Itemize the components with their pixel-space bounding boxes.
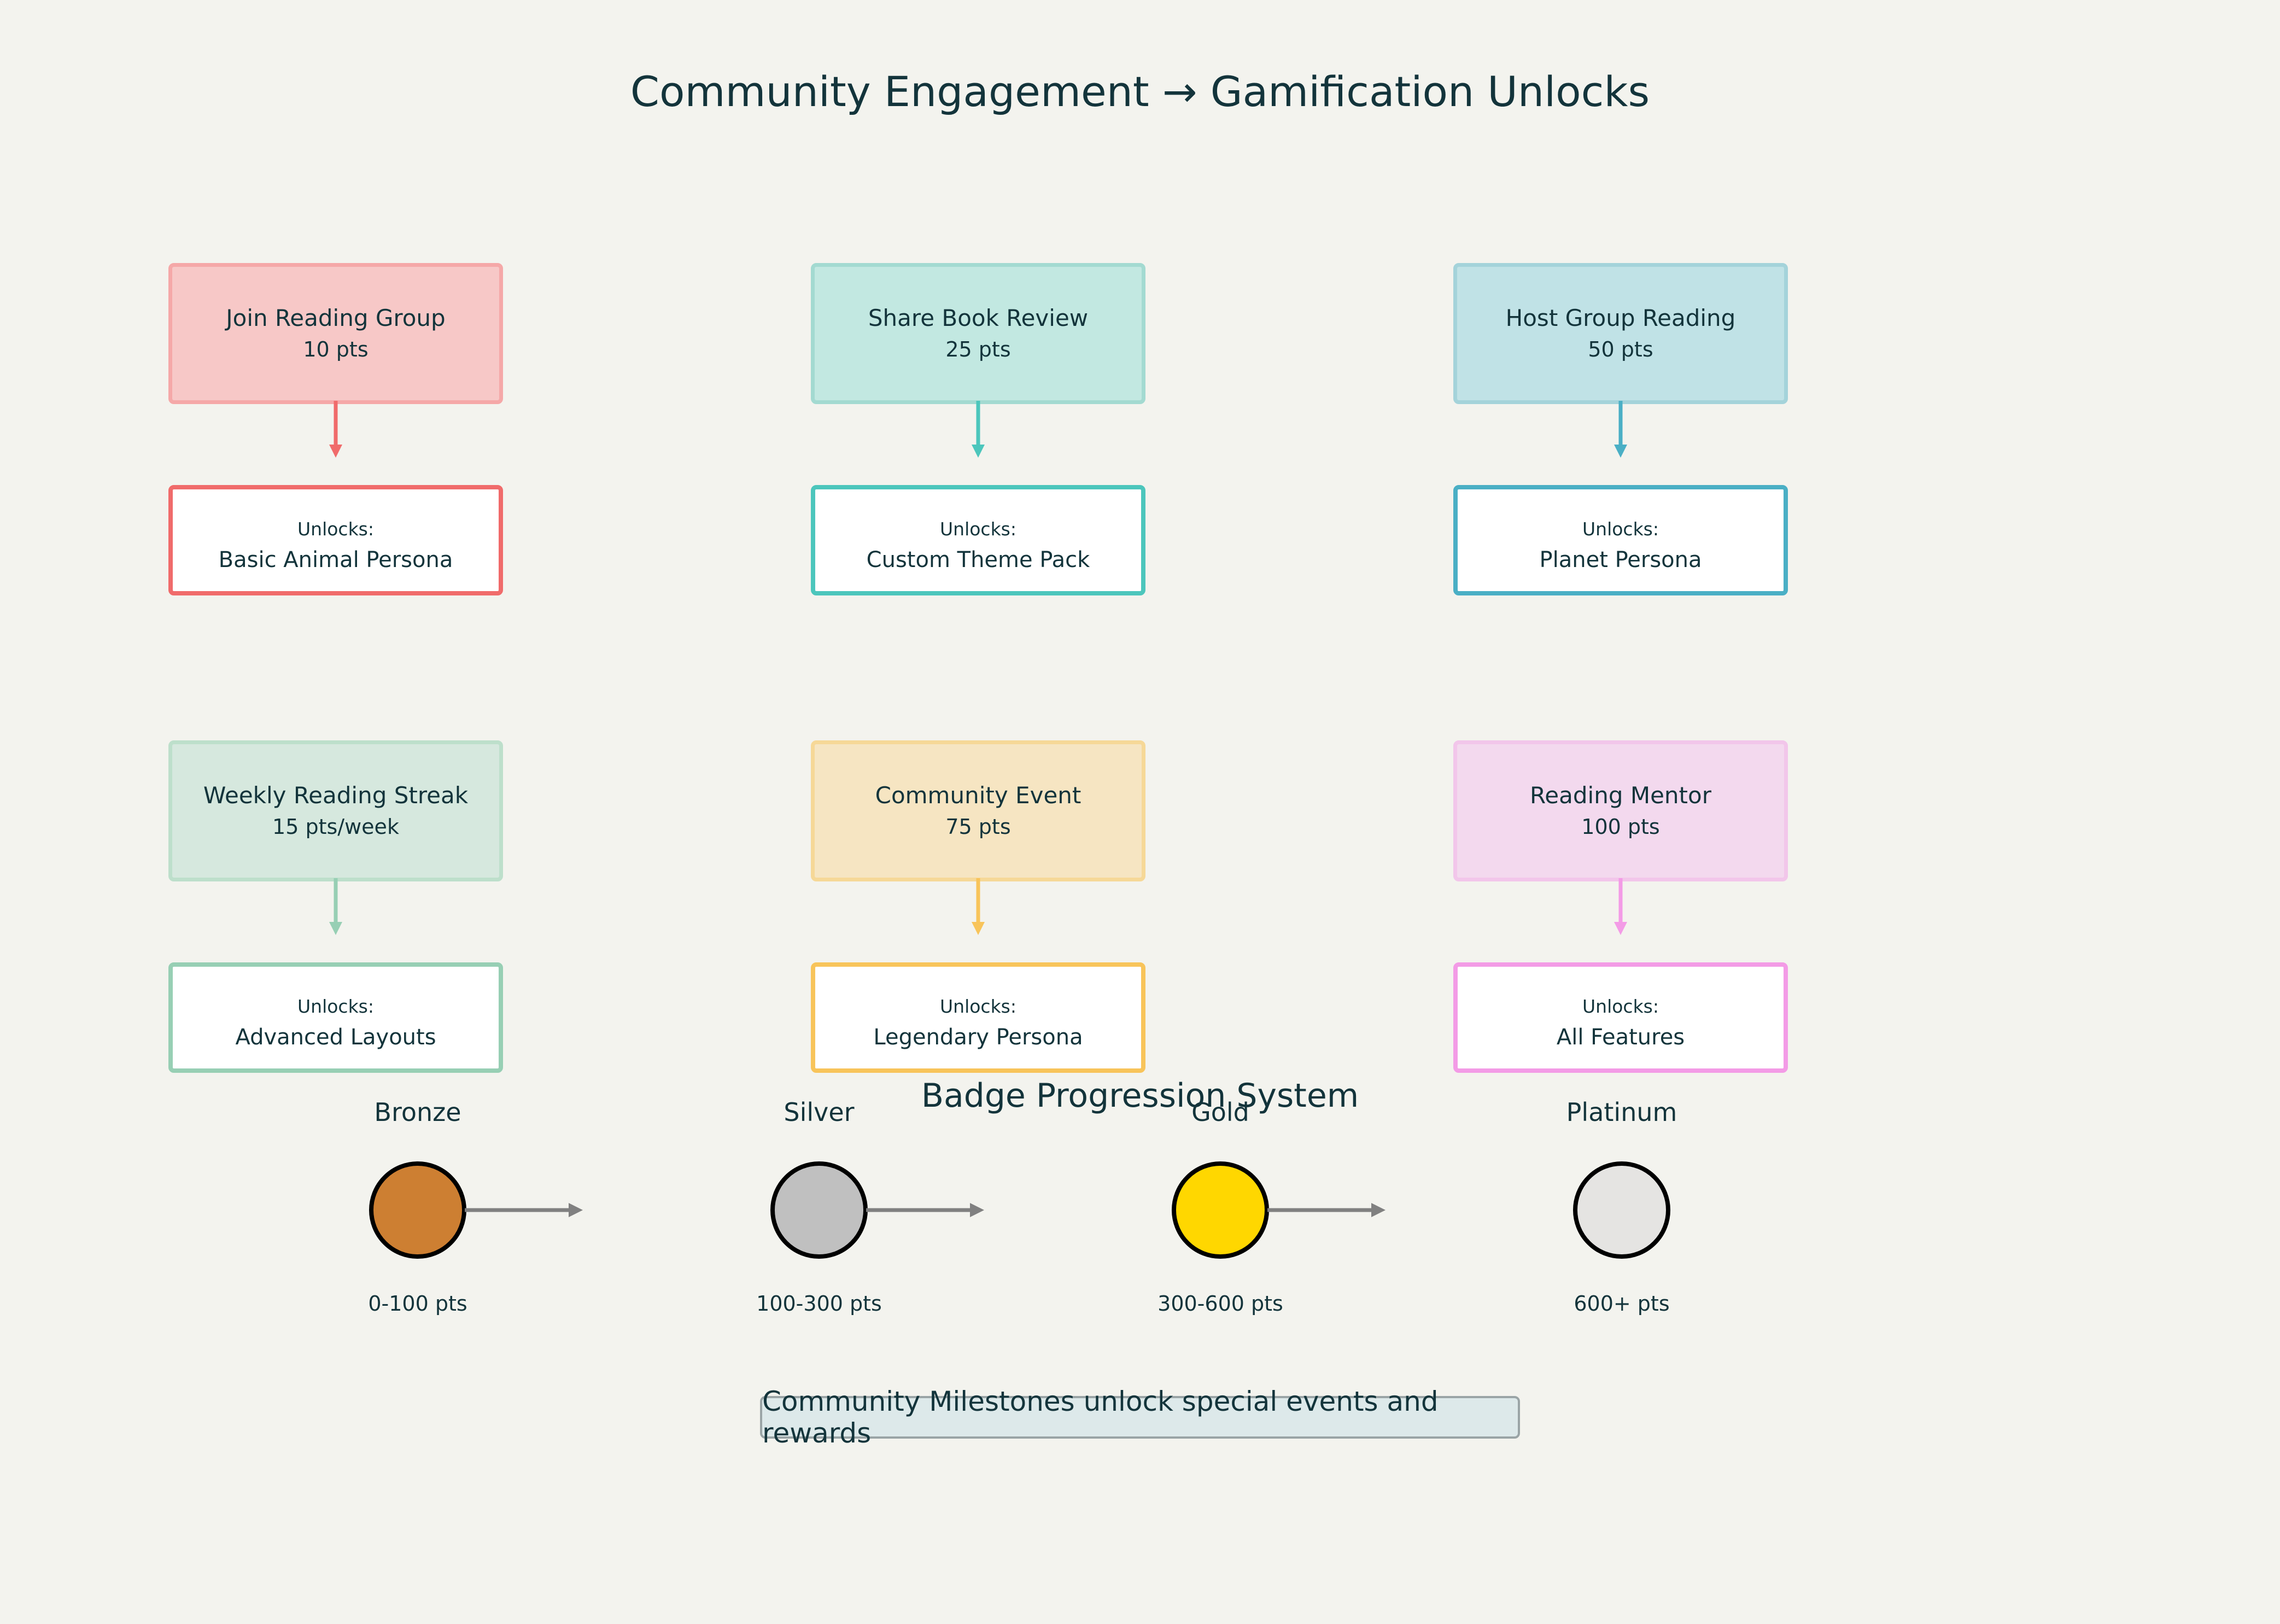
unlock-reward: All Features — [1556, 1025, 1685, 1050]
action-points: 25 pts — [945, 337, 1011, 361]
action-points: 100 pts — [1581, 815, 1660, 839]
action-box: Host Group Reading 50 pts — [1453, 263, 1788, 404]
action-label: Reading Mentor — [1530, 782, 1711, 809]
unlock-box: Unlocks: All Features — [1453, 962, 1788, 1073]
badge-range: 0-100 pts — [368, 1292, 467, 1316]
action-box: Reading Mentor 100 pts — [1453, 740, 1788, 881]
action-box: Weekly Reading Streak 15 pts/week — [168, 740, 503, 881]
badge-range: 300-600 pts — [1157, 1292, 1283, 1316]
unlock-reward: Legendary Persona — [873, 1025, 1083, 1050]
badge-platinum-icon — [1573, 1161, 1670, 1259]
unlock-prefix: Unlocks: — [297, 518, 374, 540]
badge-name: Bronze — [374, 1097, 461, 1127]
unlock-reward: Custom Theme Pack — [866, 547, 1090, 573]
action-label: Share Book Review — [868, 305, 1089, 331]
action-box: Community Event 75 pts — [811, 740, 1145, 881]
badge-name: Gold — [1191, 1097, 1249, 1127]
unlock-prefix: Unlocks: — [1582, 996, 1659, 1017]
action-points: 75 pts — [945, 815, 1011, 839]
connector-arrow — [972, 878, 985, 935]
action-points: 10 pts — [303, 337, 369, 361]
badge-bronze-icon — [369, 1161, 466, 1259]
badge-silver-icon — [770, 1161, 868, 1259]
unlock-box: Unlocks: Planet Persona — [1453, 485, 1788, 595]
connector-arrow — [329, 878, 342, 935]
unlock-reward: Planet Persona — [1539, 547, 1702, 573]
action-label: Join Reading Group — [226, 305, 446, 331]
action-box: Join Reading Group 10 pts — [168, 263, 503, 404]
progression-arrow — [866, 1203, 984, 1217]
unlock-reward: Basic Animal Persona — [218, 547, 453, 573]
progression-arrow — [465, 1203, 583, 1217]
connector-arrow — [972, 401, 985, 458]
connector-arrow — [329, 401, 342, 458]
badge-section-title: Badge Progression System — [921, 1077, 1359, 1115]
badge-range: 600+ pts — [1574, 1292, 1670, 1316]
badge-range: 100-300 pts — [756, 1292, 882, 1316]
diagram-title: Community Engagement → Gamification Unlo… — [630, 67, 1650, 116]
unlock-prefix: Unlocks: — [1582, 518, 1659, 540]
badge-gold-icon — [1172, 1161, 1269, 1259]
connector-arrow — [1614, 878, 1627, 935]
badge-name: Silver — [784, 1097, 855, 1127]
action-points: 15 pts/week — [272, 815, 399, 839]
footer-note: Community Milestones unlock special even… — [760, 1386, 1520, 1449]
unlock-prefix: Unlocks: — [940, 518, 1016, 540]
progression-arrow — [1267, 1203, 1385, 1217]
action-label: Host Group Reading — [1505, 305, 1736, 331]
unlock-box: Unlocks: Basic Animal Persona — [168, 485, 503, 595]
action-label: Weekly Reading Streak — [203, 782, 469, 809]
unlock-prefix: Unlocks: — [297, 996, 374, 1017]
unlock-box: Unlocks: Legendary Persona — [811, 962, 1145, 1073]
unlock-prefix: Unlocks: — [940, 996, 1016, 1017]
action-points: 50 pts — [1588, 337, 1653, 361]
connector-arrow — [1614, 401, 1627, 458]
unlock-box: Unlocks: Advanced Layouts — [168, 962, 503, 1073]
unlock-box: Unlocks: Custom Theme Pack — [811, 485, 1145, 595]
action-box: Share Book Review 25 pts — [811, 263, 1145, 404]
unlock-reward: Advanced Layouts — [235, 1025, 436, 1050]
badge-name: Platinum — [1566, 1097, 1677, 1127]
action-label: Community Event — [875, 782, 1081, 809]
